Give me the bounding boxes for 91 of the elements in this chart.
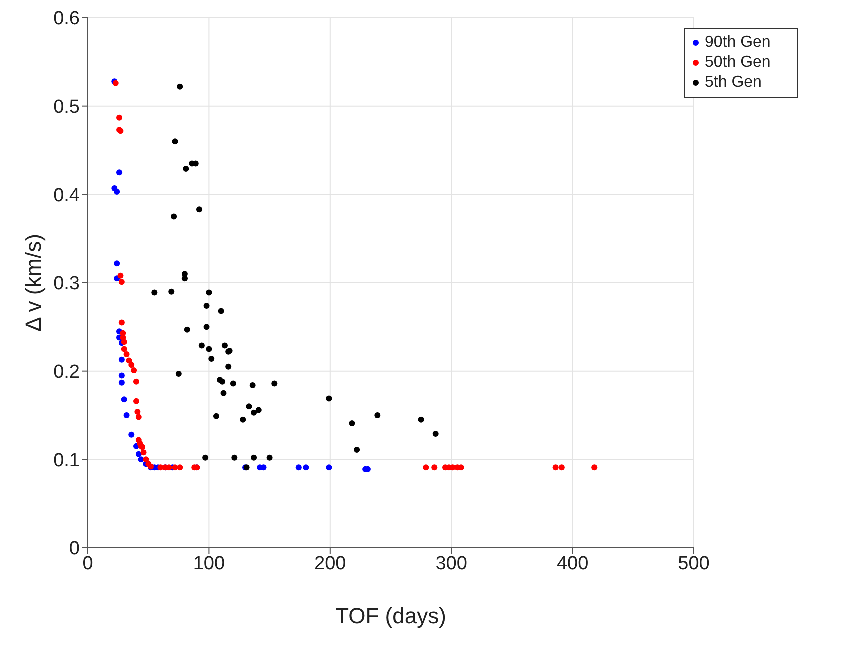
point — [220, 390, 227, 396]
point — [202, 454, 209, 461]
point — [354, 446, 360, 453]
point — [124, 412, 130, 418]
point — [349, 420, 356, 426]
y-tick-label: 0.5 — [54, 97, 80, 118]
point — [118, 356, 125, 363]
point — [222, 342, 228, 349]
point — [423, 464, 430, 471]
point — [121, 346, 128, 352]
point — [552, 464, 559, 471]
point — [116, 114, 123, 121]
point — [230, 380, 236, 387]
point — [114, 189, 120, 196]
point — [240, 416, 246, 423]
point — [251, 410, 258, 416]
point — [226, 364, 232, 370]
point — [251, 454, 258, 461]
point — [124, 352, 130, 358]
point — [128, 432, 135, 438]
point — [246, 404, 252, 410]
point — [152, 290, 158, 296]
point — [232, 454, 238, 461]
x-axis-title: TOF (days) — [336, 604, 446, 629]
legend-label: 90th Gen — [705, 33, 771, 53]
point — [126, 358, 132, 364]
point — [432, 431, 439, 438]
x-tick-label: 200 — [314, 553, 346, 574]
point — [118, 272, 124, 279]
point — [206, 290, 212, 296]
point — [218, 308, 224, 314]
point — [250, 382, 256, 388]
y-axis-title: Δ v (km/s) — [20, 234, 46, 332]
point — [136, 414, 142, 420]
point — [118, 279, 125, 286]
point — [558, 464, 565, 471]
point — [198, 342, 205, 349]
x-tick-label: 500 — [678, 553, 710, 574]
point — [296, 464, 302, 471]
point — [140, 450, 147, 456]
point — [128, 362, 135, 368]
point — [121, 396, 128, 403]
y-tick-label: 0.1 — [54, 450, 80, 472]
point — [168, 288, 175, 295]
point — [177, 464, 184, 471]
point — [143, 456, 150, 463]
y-tick-label: 0.6 — [54, 8, 80, 30]
point — [592, 464, 598, 471]
point — [134, 408, 141, 415]
point — [118, 372, 125, 379]
point — [118, 320, 125, 326]
point — [326, 396, 332, 402]
legend-label: 50th Gen — [705, 53, 771, 73]
point — [114, 260, 120, 267]
x-tick-label: 400 — [556, 553, 589, 574]
point — [432, 464, 438, 471]
point — [272, 380, 278, 387]
point — [136, 451, 142, 458]
y-tick-label: 0.4 — [54, 185, 80, 206]
legend-label: 5th Gen — [705, 73, 762, 93]
point — [220, 378, 226, 385]
point — [374, 412, 381, 418]
x-tick-label: 300 — [436, 553, 468, 574]
point — [303, 464, 310, 471]
point — [184, 326, 190, 333]
point — [133, 378, 140, 385]
point — [121, 339, 128, 346]
point — [116, 170, 123, 176]
point — [177, 84, 184, 90]
y-tick-label: 0 — [69, 538, 80, 560]
point — [326, 464, 332, 471]
point — [171, 214, 178, 220]
y-tick-label: 0.2 — [54, 362, 80, 384]
point — [176, 370, 182, 377]
point — [204, 324, 210, 330]
point — [133, 398, 140, 404]
point — [172, 138, 178, 145]
x-tick-label: 100 — [193, 553, 226, 574]
y-tick-label: 0.3 — [54, 274, 80, 295]
point — [208, 356, 215, 362]
point — [118, 380, 125, 386]
point — [256, 407, 262, 414]
point — [266, 454, 273, 461]
x-tick-label: 0 — [82, 553, 94, 574]
point — [196, 206, 203, 213]
point — [213, 413, 220, 420]
point — [183, 166, 190, 172]
point — [204, 302, 210, 309]
point — [131, 367, 138, 374]
point — [206, 346, 212, 352]
point — [418, 416, 424, 423]
